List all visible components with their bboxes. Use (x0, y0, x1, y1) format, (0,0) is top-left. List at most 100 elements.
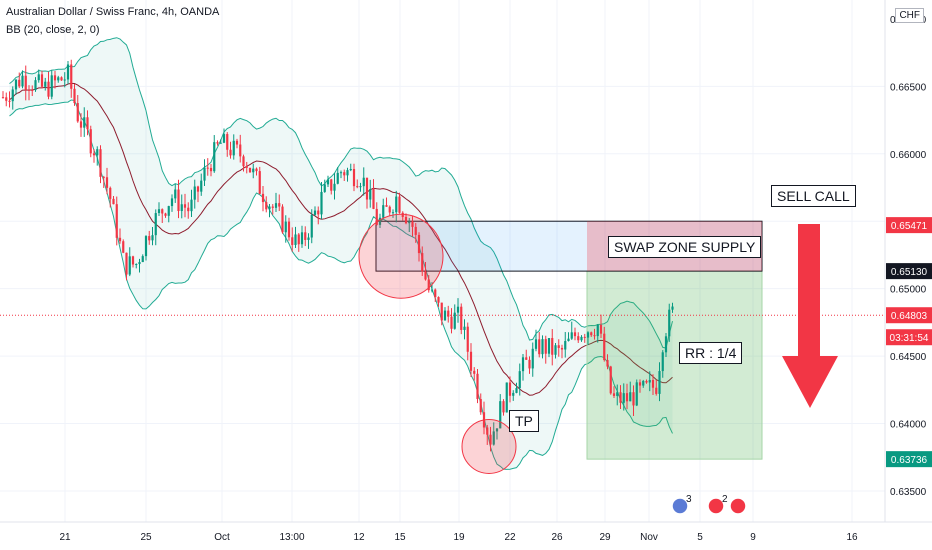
candle-body (583, 336, 586, 338)
candle-body (430, 289, 434, 291)
candle-body (229, 149, 232, 156)
candle-body (606, 360, 609, 367)
candle-body (5, 97, 8, 101)
candle-body (213, 142, 216, 172)
price-label-text: 0.64803 (891, 311, 928, 322)
currency-badge[interactable]: CHF (895, 8, 924, 23)
candle-body (1, 97, 5, 99)
candle-body (541, 339, 544, 355)
price-label-bg (886, 307, 932, 324)
candle-body (239, 144, 242, 157)
candle-body (164, 213, 167, 216)
candle-body (31, 89, 34, 91)
candle-body (83, 117, 86, 128)
candle-body (557, 345, 560, 348)
candle-body (14, 79, 18, 90)
candle-body (395, 196, 398, 213)
symbol-title[interactable]: Australian Dollar / Swiss Franc, 4h, OAN… (6, 6, 220, 18)
bb-fill (9, 37, 673, 470)
candle-body (388, 206, 391, 213)
x-tick-label: 12 (353, 532, 365, 543)
x-tick-label: Oct (214, 532, 230, 543)
candle-body (34, 80, 37, 91)
price-label-text: 0.65471 (891, 221, 928, 232)
candle-body (502, 401, 505, 413)
candle-body (375, 208, 378, 225)
candle-body (417, 234, 421, 254)
candle-body (8, 100, 11, 102)
candle-body (450, 316, 453, 329)
candle-body (317, 210, 320, 215)
highlight-circles (358, 213, 517, 474)
indicator-legend[interactable]: BB (20, close, 2, 0) (6, 24, 100, 36)
earnings-icon[interactable]: 2 (707, 494, 728, 515)
candle-body (632, 392, 635, 406)
candle-body (346, 170, 349, 176)
candle-body (154, 213, 157, 236)
candle-body (352, 168, 356, 187)
candle-body (382, 205, 385, 218)
candle-body (24, 75, 27, 90)
candle-body (385, 205, 388, 207)
candle-body (658, 371, 661, 394)
candle-body (528, 359, 531, 369)
x-tick-label: 19 (453, 532, 465, 543)
candle-body (151, 235, 154, 241)
candle-body (414, 226, 417, 235)
candle-body (668, 309, 671, 337)
x-tick-label: 29 (599, 532, 611, 543)
candle-body (434, 289, 437, 298)
candle-body (320, 191, 323, 215)
candle-body (261, 193, 265, 203)
event-count: 2 (722, 494, 728, 505)
candle-body (440, 302, 443, 321)
y-tick-label: 0.66000 (890, 150, 927, 161)
swiss-flag-icon[interactable] (729, 497, 747, 515)
candle-body (161, 209, 164, 214)
x-tick-label: 13:00 (279, 532, 304, 543)
candle-body (551, 338, 554, 355)
price-label: 03:31:54 (886, 329, 932, 346)
candle-body (372, 189, 375, 209)
candle-body (99, 149, 102, 177)
reward-zone (586, 270, 763, 460)
candle-body (401, 212, 404, 217)
candle-body (300, 232, 304, 245)
candle-body (92, 153, 96, 156)
candle-body (473, 370, 476, 374)
candle-body (252, 168, 255, 173)
candle-body (466, 326, 469, 352)
candle-body (638, 382, 642, 386)
candle-body (333, 183, 336, 191)
candle-body (200, 180, 203, 192)
candle-body (495, 428, 499, 432)
candle-body (44, 81, 47, 87)
candle-body (11, 89, 14, 102)
swap-zone-label: SWAP ZONE SUPPLY (608, 236, 762, 258)
price-label-bg (886, 329, 932, 346)
candle-body (586, 332, 590, 338)
candle-body (577, 336, 580, 341)
candle-body (47, 81, 50, 97)
candle-body (219, 142, 222, 144)
candle-body (447, 310, 450, 317)
candle-body (271, 206, 274, 208)
candle-body (209, 167, 213, 172)
candle-body (460, 306, 463, 330)
flag-icon[interactable]: 3 (671, 494, 692, 515)
candles (1, 59, 674, 452)
candle-body (590, 332, 593, 336)
event-count: 3 (686, 494, 692, 505)
candle-body (79, 121, 83, 128)
grid (0, 0, 885, 522)
price-label-bg (886, 263, 932, 280)
candle-body (554, 345, 557, 355)
candle-body (603, 333, 606, 361)
candle-body (534, 339, 538, 349)
trade-zones (0, 220, 885, 460)
candle-body (131, 256, 135, 265)
candle-body (287, 221, 291, 238)
candle-body (378, 217, 382, 225)
